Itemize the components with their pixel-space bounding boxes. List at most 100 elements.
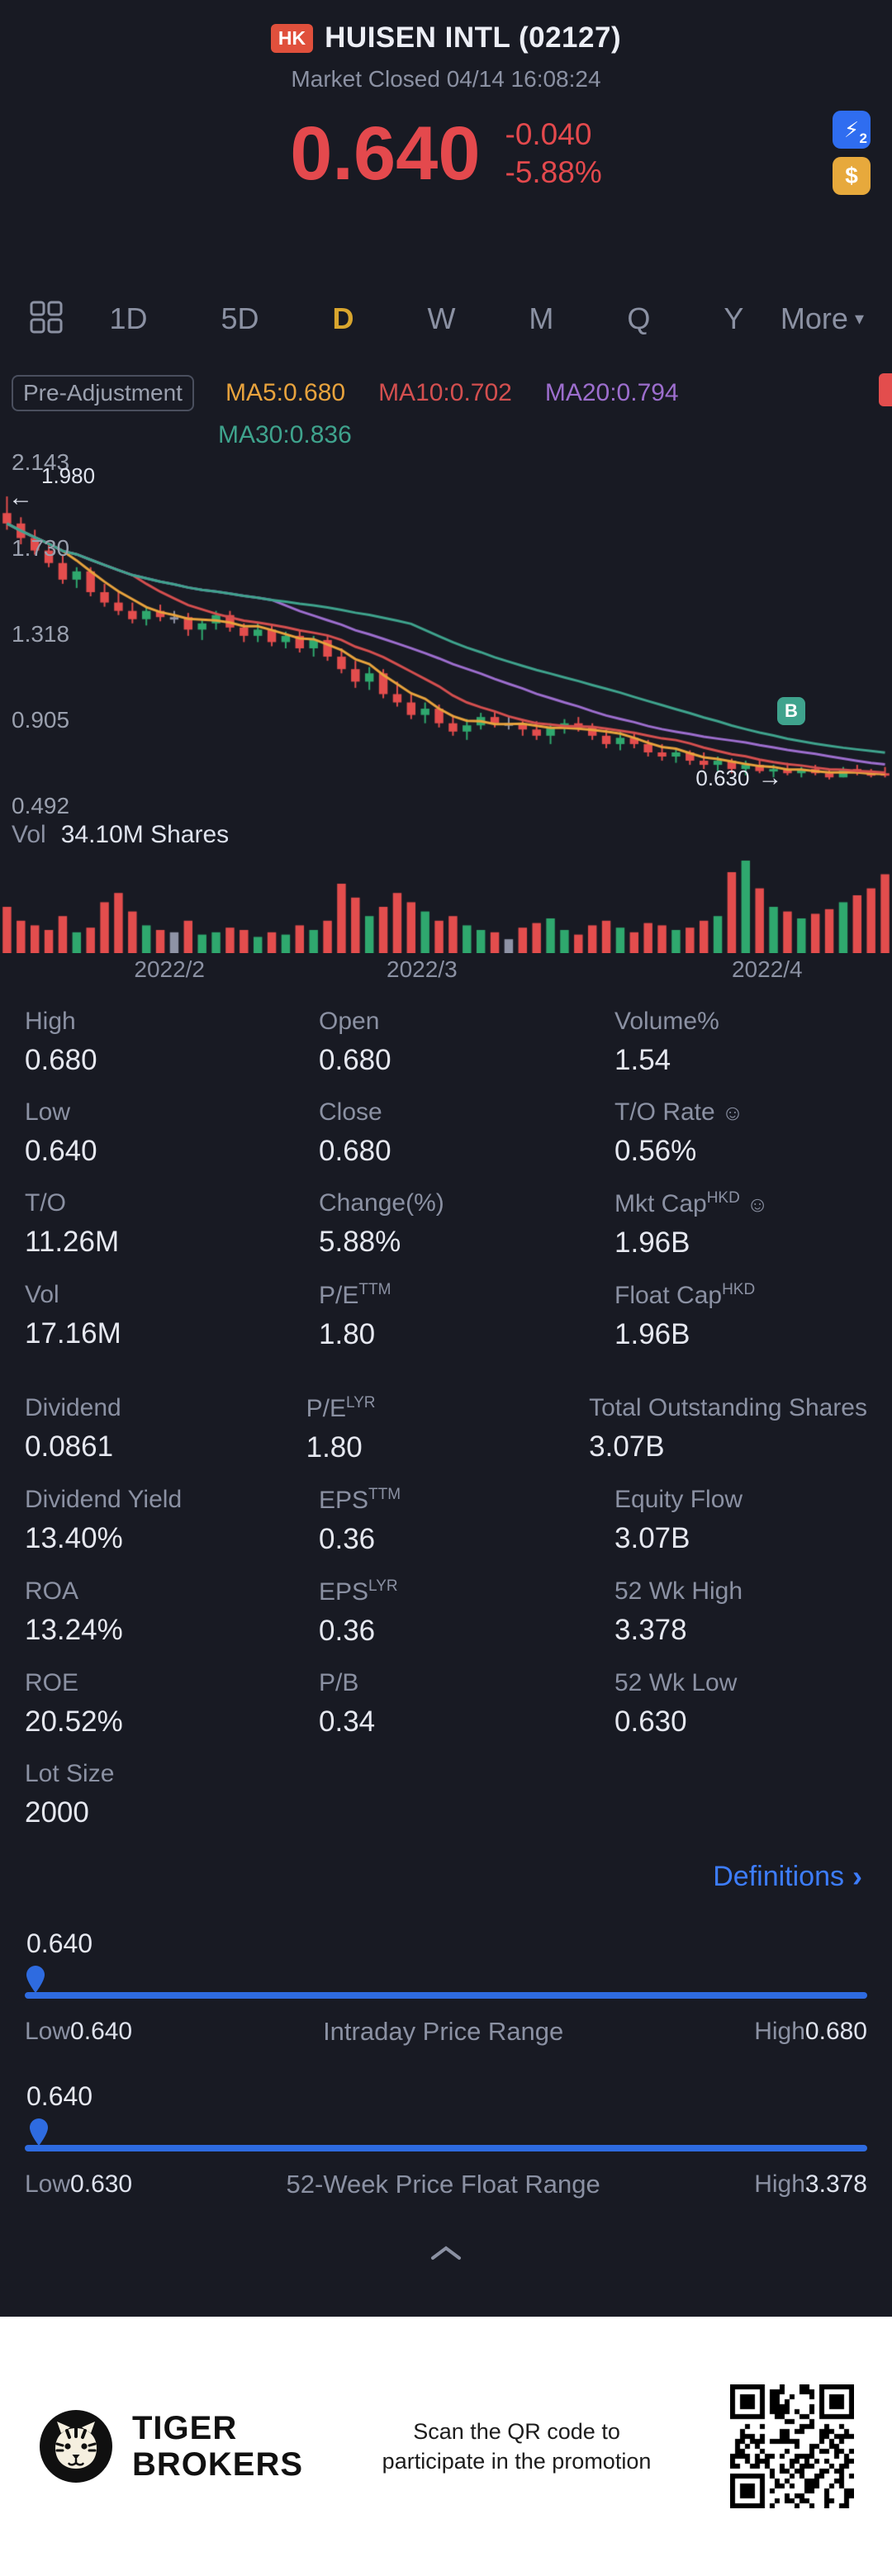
stat-label: 52 Wk High bbox=[614, 1577, 743, 1605]
header-badges: ⚡ 2 $ bbox=[833, 111, 871, 195]
lightning-badge-count: 2 bbox=[859, 130, 867, 146]
week52-range-slider: 0.640 Low0.630 52-Week Price Float Range… bbox=[0, 2081, 892, 2199]
volume-canvas[interactable] bbox=[0, 854, 892, 953]
stat-label: Close bbox=[319, 1098, 382, 1126]
market-status: Market Closed 04/14 16:08:24 bbox=[291, 66, 601, 92]
slider-track[interactable] bbox=[25, 2145, 867, 2151]
flash-lightning-icon[interactable]: ⚡ 2 bbox=[833, 111, 871, 149]
y-axis-label: 1.730 bbox=[12, 535, 70, 562]
stat-label: P/B bbox=[319, 1669, 359, 1696]
ma-legend-ma10: MA10:0.702 bbox=[378, 379, 512, 406]
tab-5d[interactable]: 5D bbox=[221, 301, 259, 335]
stat-close: Close 0.680 bbox=[319, 1098, 614, 1168]
promo-text: Scan the QR code to participate in the p… bbox=[303, 2417, 730, 2477]
slider-pin-icon[interactable] bbox=[25, 1966, 46, 1998]
stat-mkt-cap-hkd: Mkt CapHKD ☺ 1.96B bbox=[614, 1189, 867, 1260]
pre-adjustment-pill[interactable]: Pre-Adjustment bbox=[12, 375, 194, 411]
price-row: 0.640 -0.040 -5.88% ⚡ 2 $ bbox=[0, 111, 892, 195]
range-low: Low0.630 bbox=[25, 2170, 133, 2198]
tab-1d[interactable]: 1D bbox=[109, 301, 148, 335]
stat-total-outstanding-shares: Total Outstanding Shares 3.07B bbox=[589, 1394, 867, 1464]
stat-label: P/ETTM bbox=[319, 1281, 391, 1309]
stat-change: Change(%) 5.88% bbox=[319, 1189, 614, 1260]
ma-legend-ma30: MA30:0.836 bbox=[218, 421, 352, 448]
stat-dividend-yield: Dividend Yield 13.40% bbox=[25, 1486, 319, 1556]
stat-roe: ROE 20.52% bbox=[25, 1669, 319, 1739]
volume-header: Vol 34.10M Shares bbox=[0, 816, 892, 854]
stat-low: Low 0.640 bbox=[25, 1098, 319, 1168]
stat-value: 1.96B bbox=[614, 1226, 690, 1259]
stat-value: 3.378 bbox=[614, 1614, 687, 1646]
brand-line-1: TIGER bbox=[132, 2410, 238, 2446]
chart-type-grid-icon[interactable] bbox=[28, 299, 64, 339]
candlestick-canvas[interactable] bbox=[0, 453, 892, 816]
stat-value: 0.680 bbox=[319, 1135, 391, 1167]
stat-value: 20.52% bbox=[25, 1705, 123, 1738]
stat-label: Mkt CapHKD ☺ bbox=[614, 1189, 769, 1217]
promo-line-1: Scan the QR code to bbox=[413, 2418, 620, 2444]
stat-high: High 0.680 bbox=[25, 1008, 319, 1077]
stat-row: Dividend Yield 13.40% EPSTTM 0.36 Equity Flo… bbox=[25, 1486, 867, 1556]
stat-label: T/O Rate ☺ bbox=[614, 1098, 744, 1126]
stat-value: 17.16M bbox=[25, 1317, 121, 1350]
info-icon[interactable]: ☺ bbox=[721, 1100, 744, 1125]
legend-row-1: Pre-Adjustment MA5:0.680 MA10:0.702 MA20:0… bbox=[12, 375, 880, 411]
definitions-link[interactable]: Definitions › bbox=[0, 1851, 892, 1894]
volume-value: 34.10M Shares bbox=[60, 821, 230, 848]
y-axis-label: 0.905 bbox=[12, 706, 70, 733]
stat-row: High 0.680 Open 0.680 Volume% 1.54 bbox=[25, 1008, 867, 1077]
tiger-logo-icon bbox=[40, 2410, 112, 2483]
week52-range-row: Low0.630 52-Week Price Float Range High3… bbox=[25, 2170, 867, 2199]
tab-q[interactable]: Q bbox=[627, 301, 651, 335]
stat-value: 0.680 bbox=[25, 1044, 97, 1076]
stat-value: 5.88% bbox=[319, 1226, 401, 1258]
price-change-block: -0.040 -5.88% bbox=[505, 116, 602, 192]
tab-more[interactable]: More ▾ bbox=[780, 301, 864, 336]
low-0630-marker: 0.630 → bbox=[695, 764, 782, 792]
stat-label: Change(%) bbox=[319, 1189, 444, 1217]
slider-track[interactable] bbox=[25, 1992, 867, 1999]
stat-label: Float CapHKD bbox=[614, 1281, 756, 1309]
more-label: More bbox=[780, 301, 848, 335]
info-icon[interactable]: ☺ bbox=[746, 1192, 769, 1217]
tab-items: 1D 5D D W M Q Y bbox=[73, 301, 780, 336]
range-high: High3.378 bbox=[754, 2170, 867, 2198]
tab-y[interactable]: Y bbox=[724, 301, 744, 335]
stat-value: 13.24% bbox=[25, 1614, 123, 1646]
stat-label: Dividend bbox=[25, 1394, 121, 1421]
right-arrow-icon: → bbox=[757, 764, 783, 792]
quote-page: HK HUISEN INTL (02127) Market Closed 04/… bbox=[0, 21, 892, 2262]
stat-empty bbox=[614, 1760, 867, 1829]
brand-text: TIGER BROKERS bbox=[132, 2410, 303, 2483]
high-1980-marker: 1.980 ← bbox=[8, 463, 95, 512]
buy-order-marker[interactable]: B bbox=[776, 696, 805, 725]
stat-value: 0.630 bbox=[614, 1705, 687, 1738]
dollar-promo-icon[interactable]: $ bbox=[833, 157, 871, 195]
stat-52-wk-low: 52 Wk Low 0.630 bbox=[614, 1669, 867, 1739]
stat-value: 11.26M bbox=[25, 1226, 120, 1258]
y-axis-label: 2.143 bbox=[12, 449, 70, 475]
y-axis-label: 1.318 bbox=[12, 620, 70, 647]
collapse-panel-button[interactable] bbox=[0, 2244, 892, 2262]
stat-eps-lyr: EPSLYR 0.36 bbox=[319, 1577, 614, 1648]
price-chart[interactable]: 2.143 1.730 1.318 0.905 0.492 1.980 ← 0.630 … bbox=[0, 449, 892, 818]
stat-lot-size: Lot Size 2000 bbox=[25, 1760, 319, 1829]
tab-w[interactable]: W bbox=[427, 301, 456, 335]
promo-line-2: participate in the promotion bbox=[382, 2449, 652, 2474]
stat-label: Equity Flow bbox=[614, 1486, 743, 1513]
tab-d[interactable]: D bbox=[332, 301, 354, 335]
stat-value: 1.80 bbox=[319, 1318, 376, 1350]
stat-eps-ttm: EPSTTM 0.36 bbox=[319, 1486, 614, 1556]
legend-row-2: MA30:0.836 bbox=[218, 421, 880, 449]
stat-label: Lot Size bbox=[25, 1760, 115, 1787]
edge-tag[interactable] bbox=[879, 373, 892, 406]
x-axis-label: 2022/4 bbox=[731, 956, 803, 982]
chevron-down-icon: ▾ bbox=[854, 308, 864, 329]
week52-pin-zone bbox=[25, 2115, 867, 2151]
stat-label: 52 Wk Low bbox=[614, 1669, 738, 1696]
slider-pin-icon[interactable] bbox=[28, 2118, 50, 2151]
stat-value: 0.680 bbox=[319, 1044, 391, 1076]
volume-chart[interactable] bbox=[0, 854, 892, 953]
tab-m[interactable]: M bbox=[529, 301, 554, 335]
